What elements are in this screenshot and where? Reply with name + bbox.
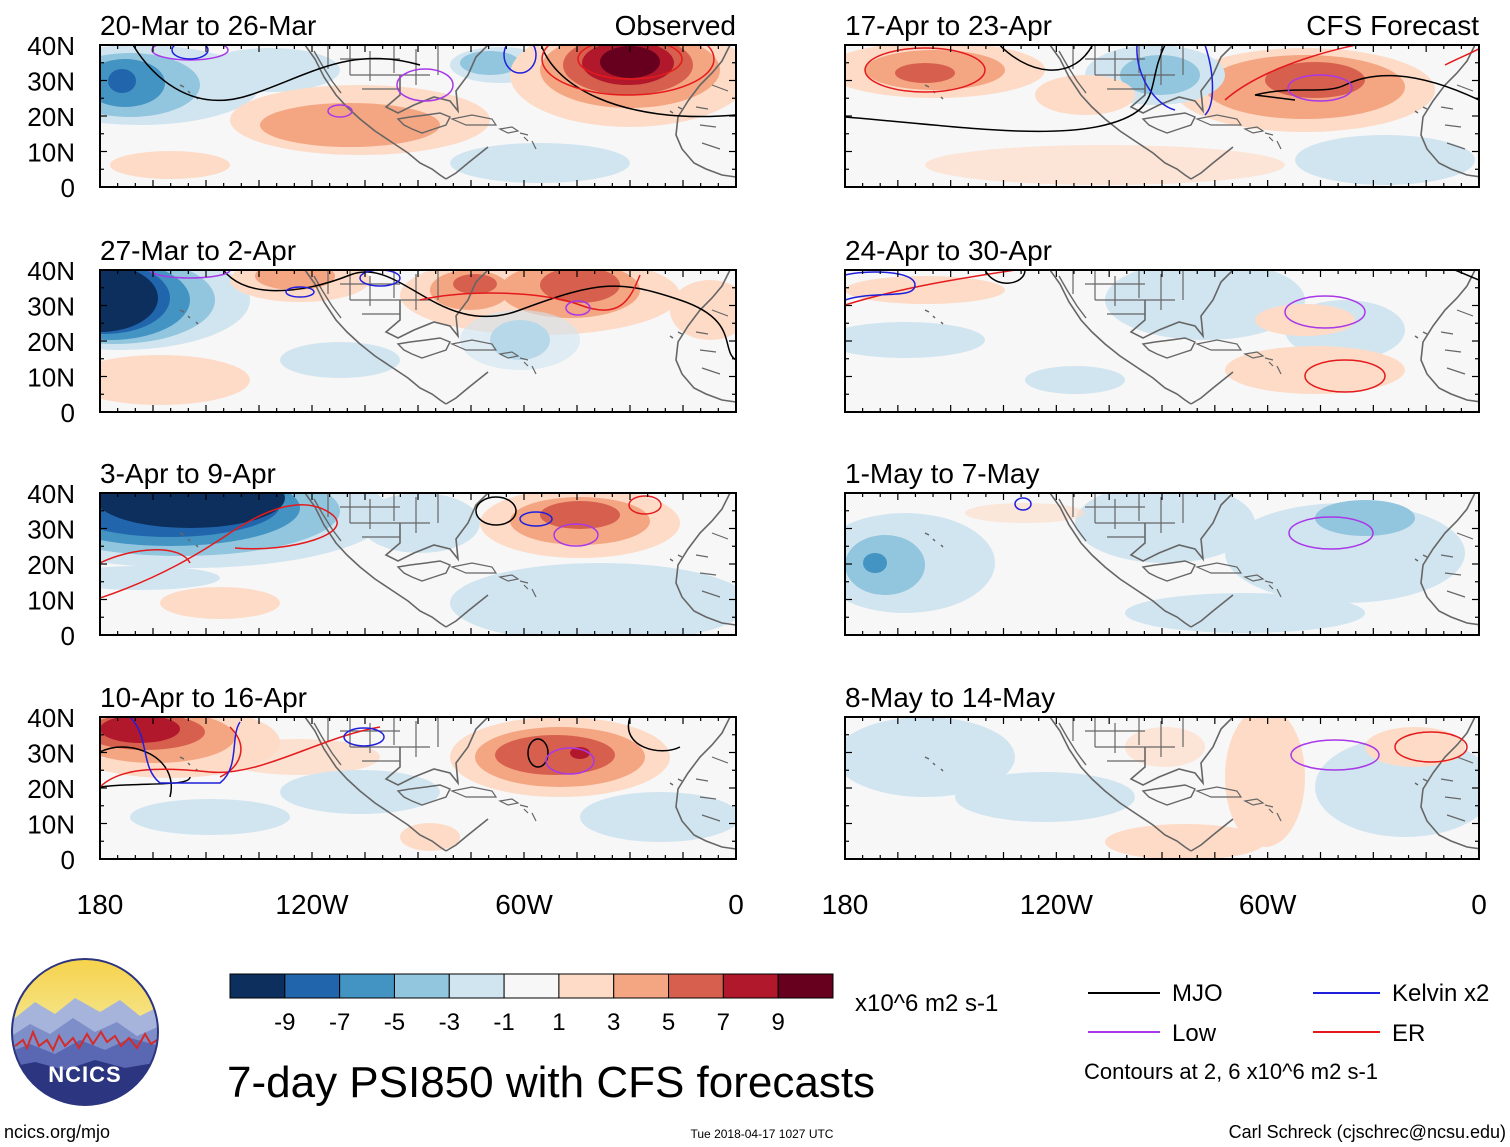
- panel-observed-1: 20-Mar to 26-Mar Observed: [99, 10, 737, 188]
- lat-tick-label: 0: [61, 173, 75, 203]
- colorbar-cell: [558, 973, 615, 999]
- panel-forecast-3: 1-May to 7-May: [844, 458, 1480, 636]
- lat-tick-label: 10N: [27, 810, 75, 840]
- colorbar-tick-label: -1: [493, 1009, 514, 1036]
- colorbar-cell: [503, 973, 560, 999]
- lat-tick-label: 20N: [27, 327, 75, 357]
- panel-period-label: 10-Apr to 16-Apr: [100, 682, 307, 713]
- lat-tick-label: 0: [61, 398, 75, 428]
- axis-labels: 40N 30N 20N 10N 0 40N 30N 20N 10N 0 40N 30N 20N 10N 0 4…: [27, 31, 1486, 920]
- lat-tick-label: 20N: [27, 774, 75, 804]
- panel-period-label: 3-Apr to 9-Apr: [100, 458, 276, 489]
- footer-timestamp: Tue 2018-04-17 1027 UTC: [691, 1127, 834, 1141]
- lat-tick-label: 30N: [27, 515, 75, 545]
- panel-observed-3: 3-Apr to 9-Apr: [99, 458, 737, 636]
- observed-label: Observed: [615, 10, 736, 41]
- colorbar-cell: [722, 973, 779, 999]
- colorbar-cell: [613, 973, 670, 999]
- logo-text: NCICS: [48, 1062, 121, 1087]
- panel-period-label: 20-Mar to 26-Mar: [100, 10, 316, 41]
- panel-period-label: 17-Apr to 23-Apr: [845, 10, 1052, 41]
- lat-tick-label: 40N: [27, 479, 75, 509]
- lat-tick-label: 30N: [27, 739, 75, 769]
- colorbar-cell: [284, 973, 341, 999]
- lat-tick-label: 40N: [27, 31, 75, 61]
- lat-tick-label: 30N: [27, 292, 75, 322]
- lat-tick-label: 10N: [27, 138, 75, 168]
- colorbar-cell: [229, 973, 286, 999]
- colorbar-tick-label: -7: [329, 1009, 350, 1036]
- panel-forecast-1: 17-Apr to 23-Apr CFS Forecast: [844, 10, 1480, 188]
- panel-observed-4: 10-Apr to 16-Apr: [99, 682, 737, 860]
- footer-website[interactable]: ncics.org/mjo: [4, 1122, 110, 1142]
- figure-title: 7-day PSI850 with CFS forecasts: [227, 1058, 875, 1107]
- panel-forecast-4: 8-May to 14-May: [844, 682, 1480, 860]
- colorbar-tick-label: 1: [552, 1009, 565, 1036]
- legend-kelvin-label: Kelvin x2: [1392, 980, 1489, 1007]
- lon-tick-label: 60W: [495, 889, 553, 920]
- colorbar-tick-label: -3: [439, 1009, 460, 1036]
- colorbar-cell: [668, 973, 724, 999]
- panel-period-label: 1-May to 7-May: [845, 458, 1040, 489]
- colorbar-tick-label: 7: [717, 1009, 730, 1036]
- colorbar-tick-label: -9: [274, 1009, 295, 1036]
- lat-tick-label: 20N: [27, 550, 75, 580]
- lat-tick-label: 10N: [27, 586, 75, 616]
- legend-contour-note: Contours at 2, 6 x10^6 m2 s-1: [1084, 1059, 1378, 1084]
- lat-tick-label: 0: [61, 845, 75, 875]
- colorbar-cell: [339, 973, 395, 999]
- lon-tick-label: 0: [1471, 889, 1487, 920]
- forecast-label: CFS Forecast: [1306, 10, 1479, 41]
- legend-er-label: ER: [1392, 1020, 1425, 1047]
- colorbar-tick-label: -5: [384, 1009, 405, 1036]
- panel-period-label: 24-Apr to 30-Apr: [845, 235, 1052, 266]
- legend-low-label: Low: [1172, 1020, 1217, 1047]
- lon-tick-label: 60W: [1239, 889, 1297, 920]
- lat-tick-label: 0: [61, 621, 75, 651]
- contour-legend: MJO Kelvin x2 Low ER Contours at 2, 6 x1…: [1084, 980, 1489, 1084]
- colorbar-tick-label: 5: [662, 1009, 675, 1036]
- lat-tick-label: 10N: [27, 363, 75, 393]
- panel-period-label: 27-Mar to 2-Apr: [100, 235, 296, 266]
- colorbar-cell: [777, 973, 834, 999]
- lat-tick-label: 40N: [27, 256, 75, 286]
- panel-period-label: 8-May to 14-May: [845, 682, 1055, 713]
- panel-observed-2: 27-Mar to 2-Apr: [99, 235, 737, 413]
- colorbar-cell: [448, 973, 505, 999]
- lat-tick-label: 30N: [27, 67, 75, 97]
- colorbar: -9 -7 -5 -3 -1 1 3 5 7 9 x10^6 m2 s-1: [229, 973, 998, 1036]
- ncics-logo: NCICS: [11, 958, 159, 1106]
- lon-tick-label: 120W: [275, 889, 349, 920]
- lat-tick-label: 20N: [27, 102, 75, 132]
- lon-tick-label: 180: [822, 889, 869, 920]
- colorbar-units: x10^6 m2 s-1: [855, 990, 998, 1017]
- colorbar-cell: [393, 973, 450, 999]
- panel-forecast-2: 24-Apr to 30-Apr: [844, 235, 1480, 413]
- lat-tick-label: 40N: [27, 703, 75, 733]
- footer-credit: Carl Schreck (cjschrec@ncsu.edu): [1229, 1122, 1506, 1142]
- lon-tick-label: 180: [77, 889, 124, 920]
- colorbar-tick-label: 9: [772, 1009, 785, 1036]
- lon-tick-label: 0: [728, 889, 744, 920]
- legend-mjo-label: MJO: [1172, 980, 1223, 1007]
- colorbar-tick-label: 3: [607, 1009, 620, 1036]
- lon-tick-label: 120W: [1020, 889, 1094, 920]
